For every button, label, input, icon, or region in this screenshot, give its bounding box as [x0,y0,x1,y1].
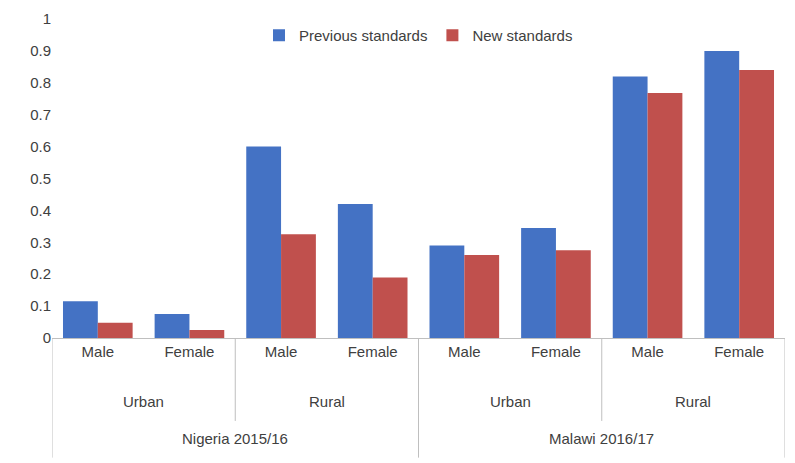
svg-text:Malawi 2016/17: Malawi 2016/17 [549,430,654,447]
svg-text:Previous standards: Previous standards [299,27,427,44]
svg-text:0.1: 0.1 [30,297,51,314]
svg-text:New standards: New standards [472,27,572,44]
svg-text:0: 0 [43,329,51,346]
svg-text:0.8: 0.8 [30,74,51,91]
svg-text:Urban: Urban [490,393,531,410]
svg-text:0.7: 0.7 [30,106,51,123]
svg-text:Male: Male [448,343,481,360]
svg-text:Female: Female [714,343,764,360]
svg-text:Female: Female [164,343,214,360]
svg-text:0.9: 0.9 [30,42,51,59]
svg-text:Urban: Urban [123,393,164,410]
svg-text:Male: Male [631,343,664,360]
svg-text:0.4: 0.4 [30,202,51,219]
svg-text:1: 1 [43,10,51,27]
svg-text:Nigeria 2015/16: Nigeria 2015/16 [182,430,288,447]
svg-text:Rural: Rural [309,393,345,410]
svg-text:Female: Female [348,343,398,360]
svg-text:Female: Female [531,343,581,360]
svg-text:Male: Male [265,343,298,360]
svg-text:0.3: 0.3 [30,234,51,251]
svg-text:0.6: 0.6 [30,138,51,155]
svg-text:0.5: 0.5 [30,170,51,187]
svg-text:Rural: Rural [675,393,711,410]
svg-text:Male: Male [82,343,115,360]
svg-text:0.2: 0.2 [30,265,51,282]
